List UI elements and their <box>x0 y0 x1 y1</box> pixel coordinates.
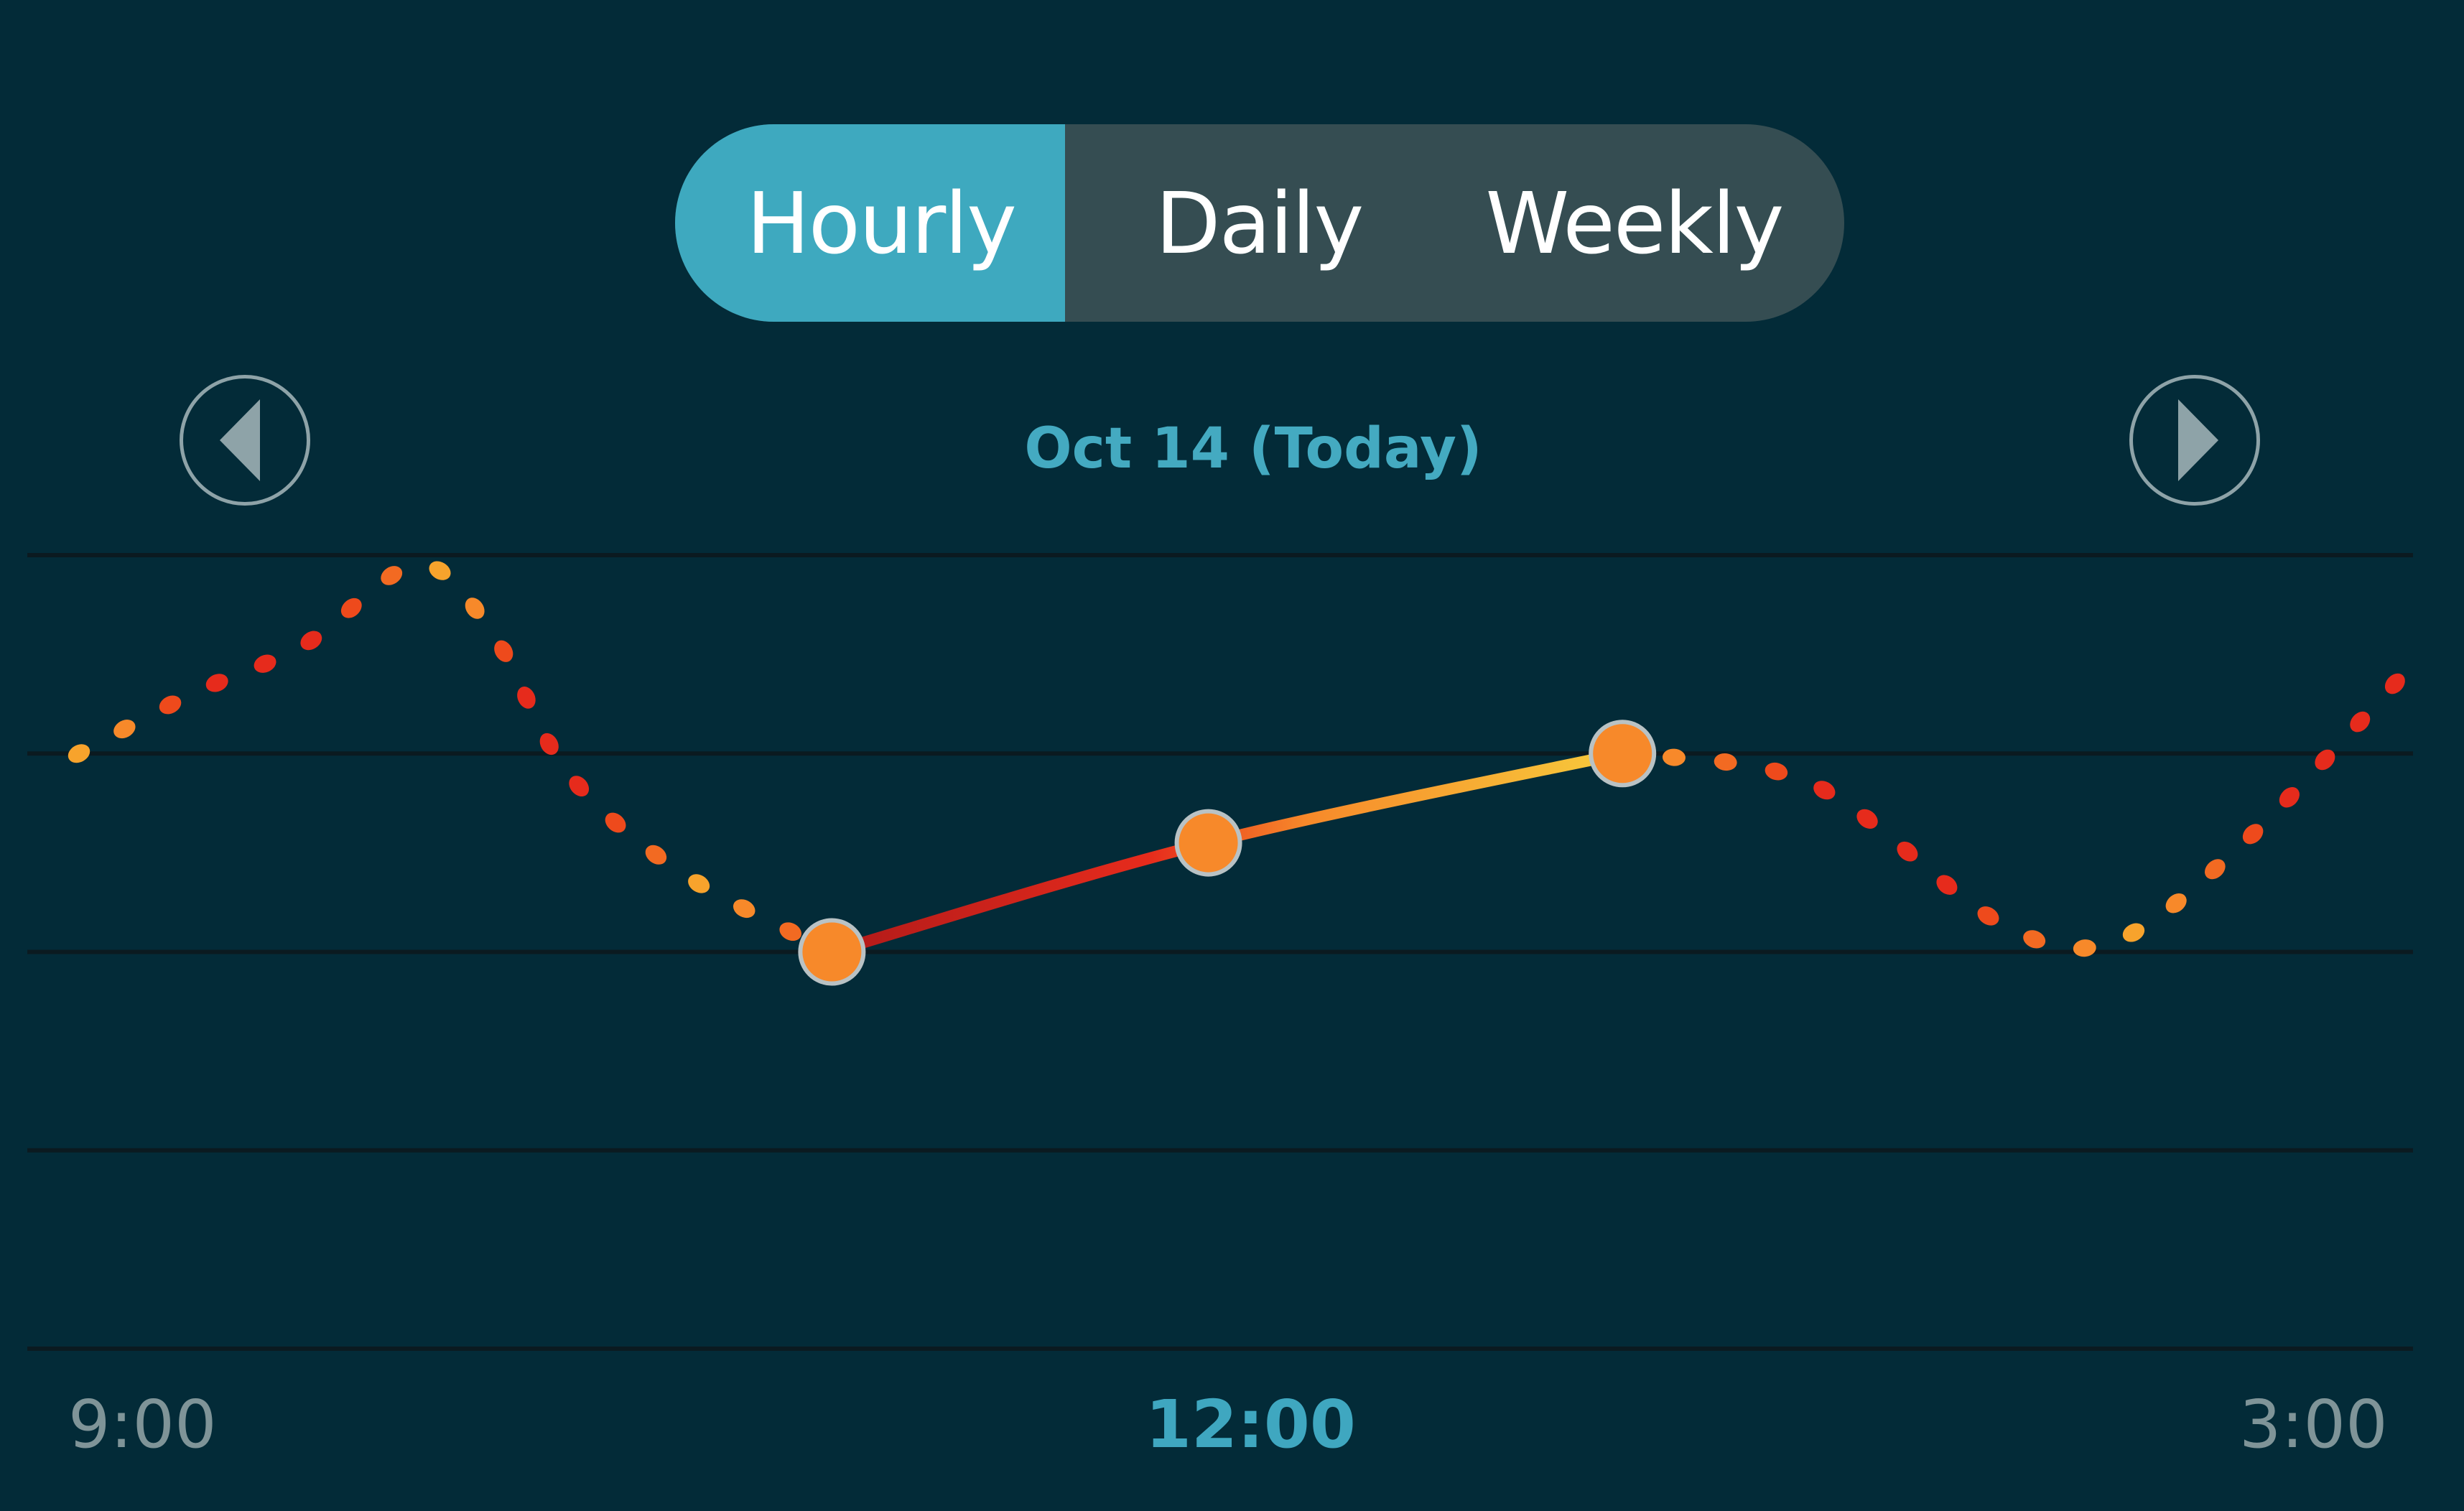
series-dot <box>113 720 136 739</box>
time-range-tabs: Hourly Daily Weekly <box>675 124 1844 322</box>
series-dot <box>2315 749 2335 771</box>
series-dot <box>300 631 322 651</box>
series-dot <box>1662 748 1686 766</box>
series-dot <box>733 899 756 919</box>
x-tick-label-highlighted: 12:00 <box>1145 1386 1356 1463</box>
previous-day-button[interactable] <box>180 375 310 506</box>
series-dot <box>2165 893 2187 913</box>
tab-daily[interactable]: Daily <box>1155 173 1365 273</box>
series-dot <box>1714 753 1737 771</box>
data-point-marker[interactable] <box>1589 720 1657 788</box>
series-line-dotted <box>1622 664 2413 949</box>
series-dot <box>779 922 802 942</box>
series-dot <box>605 812 626 833</box>
series-dot <box>2279 787 2300 808</box>
series-dot <box>1936 875 1958 895</box>
data-point-marker[interactable] <box>798 918 866 986</box>
series-dot <box>539 733 559 756</box>
date-title: Oct 14 (Today) <box>1024 417 1482 481</box>
series-dot <box>2205 859 2226 880</box>
series-dot <box>205 674 228 692</box>
series-dot <box>2384 673 2405 694</box>
next-day-button[interactable] <box>2129 375 2260 506</box>
series-dot <box>381 566 403 585</box>
series-dot <box>68 744 90 763</box>
x-tick-label: 9:00 <box>68 1386 217 1463</box>
series-dot <box>340 598 362 618</box>
series-line-dotted <box>79 565 832 952</box>
series-dot <box>2242 824 2264 845</box>
chevron-right-icon <box>2178 399 2218 481</box>
series-dot <box>159 695 182 715</box>
series-dot <box>1977 906 1999 926</box>
series-dot <box>465 598 485 619</box>
series-dot <box>1813 781 1836 800</box>
series-dot <box>1765 762 1788 781</box>
series-dot <box>517 687 536 709</box>
series-dot <box>569 776 590 797</box>
series-dot <box>2122 923 2145 942</box>
tab-hourly[interactable]: Hourly <box>675 124 1065 322</box>
series-dot <box>1897 841 1918 862</box>
tab-weekly[interactable]: Weekly <box>1485 173 1785 273</box>
series-dot <box>254 654 276 673</box>
series-dot <box>2350 711 2371 733</box>
series-dot <box>494 640 513 662</box>
data-point-marker[interactable] <box>1174 809 1242 877</box>
series-dot <box>2073 939 2096 957</box>
x-tick-label: 3:00 <box>2239 1386 2388 1463</box>
series-dot <box>2023 930 2046 949</box>
chevron-left-icon <box>220 399 260 481</box>
series-dot <box>1856 809 1878 829</box>
series-dot <box>688 874 710 893</box>
series-dot <box>429 561 451 580</box>
series-dot <box>645 845 667 865</box>
